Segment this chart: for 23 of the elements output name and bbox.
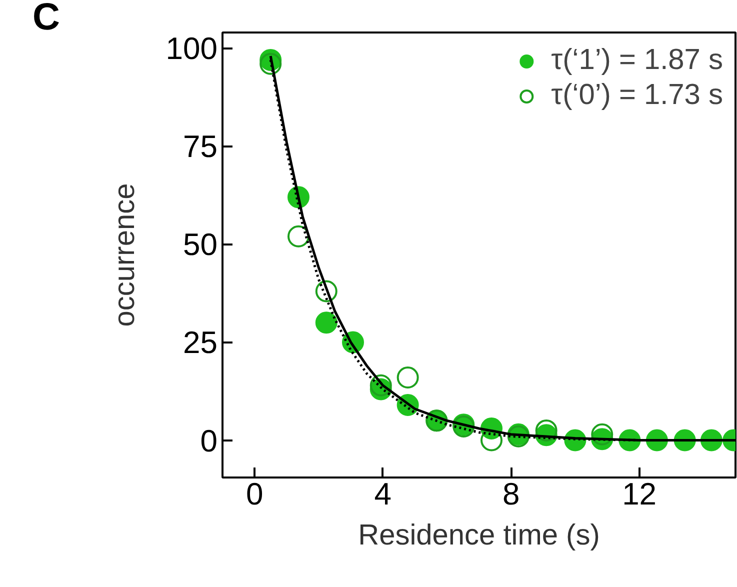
y-tick-label: 25 [183,325,218,360]
point [315,312,338,334]
point [260,52,282,75]
y-tick-label: 50 [183,227,218,262]
y-axis-title: occurrence [108,183,141,327]
x-axis-title: Residence time (s) [358,520,600,552]
x-tick-label: 4 [374,476,392,512]
point [315,280,338,302]
legend-label: τ(‘0’) = 1.73 s [551,79,723,112]
point [480,429,503,452]
x-tick-label: 0 [246,476,264,512]
y-tick-label: 0 [200,423,218,458]
legend-label: τ(‘1’) = 1.87 s [551,44,723,77]
point [591,423,614,446]
y-tick-label: 75 [183,129,218,164]
y-tick-label: 100 [166,31,218,66]
point [396,366,419,388]
x-tick-label: 8 [502,476,520,512]
point [287,225,310,248]
x-tick-label: 12 [622,476,657,512]
point [535,419,558,442]
point [370,374,392,396]
chart-title: C [32,0,60,38]
